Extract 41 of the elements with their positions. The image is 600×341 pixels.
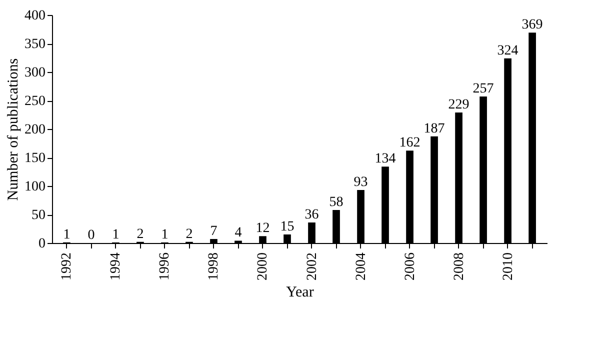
x-tick-label: 2010 xyxy=(500,252,516,280)
y-tick-label: 100 xyxy=(24,180,46,194)
data-label: 162 xyxy=(399,136,420,151)
x-tick-label: 1998 xyxy=(206,252,222,280)
y-tick-label: 200 xyxy=(24,122,46,138)
y-tick-label: 400 xyxy=(24,8,46,24)
data-label: 7 xyxy=(210,224,218,240)
y-tick-label: 300 xyxy=(24,66,46,80)
data-label: 369 xyxy=(522,18,543,33)
data-label: 1 xyxy=(112,227,120,242)
y-tick-label: 0 xyxy=(38,236,46,252)
y-tick-label: 350 xyxy=(24,37,46,52)
x-tick-label: 2002 xyxy=(304,252,320,280)
data-label: 1 xyxy=(63,227,70,242)
x-axis-title: Year xyxy=(286,284,314,300)
data-label: 0 xyxy=(88,228,95,243)
x-tick-label: 1996 xyxy=(158,252,173,280)
data-label: 187 xyxy=(424,121,445,136)
data-label: 1 xyxy=(161,227,168,242)
x-tick-label: 2006 xyxy=(402,252,418,280)
x-tick-label: 1992 xyxy=(60,252,75,280)
data-label: 36 xyxy=(304,207,319,222)
data-label: 257 xyxy=(472,82,494,97)
data-label: 58 xyxy=(329,194,344,210)
data-label: 134 xyxy=(374,152,396,167)
x-tick-label: 2000 xyxy=(256,252,271,280)
y-tick-label: 250 xyxy=(24,94,46,109)
data-label: 324 xyxy=(497,43,518,58)
data-label: 2 xyxy=(186,226,193,242)
data-label: 12 xyxy=(256,221,270,236)
data-label: 2 xyxy=(136,226,144,242)
data-label: 4 xyxy=(234,226,242,241)
data-label: 93 xyxy=(354,174,368,190)
x-tick-label: 1994 xyxy=(108,252,124,280)
y-tick-label: 50 xyxy=(32,208,46,223)
y-tick-label: 150 xyxy=(24,151,46,166)
data-label: 229 xyxy=(448,97,470,112)
y-axis-title: Number of publications xyxy=(6,58,22,201)
x-tick-label: 2004 xyxy=(354,252,369,280)
x-tick-label: 2008 xyxy=(452,252,467,280)
data-label: 15 xyxy=(280,219,294,234)
